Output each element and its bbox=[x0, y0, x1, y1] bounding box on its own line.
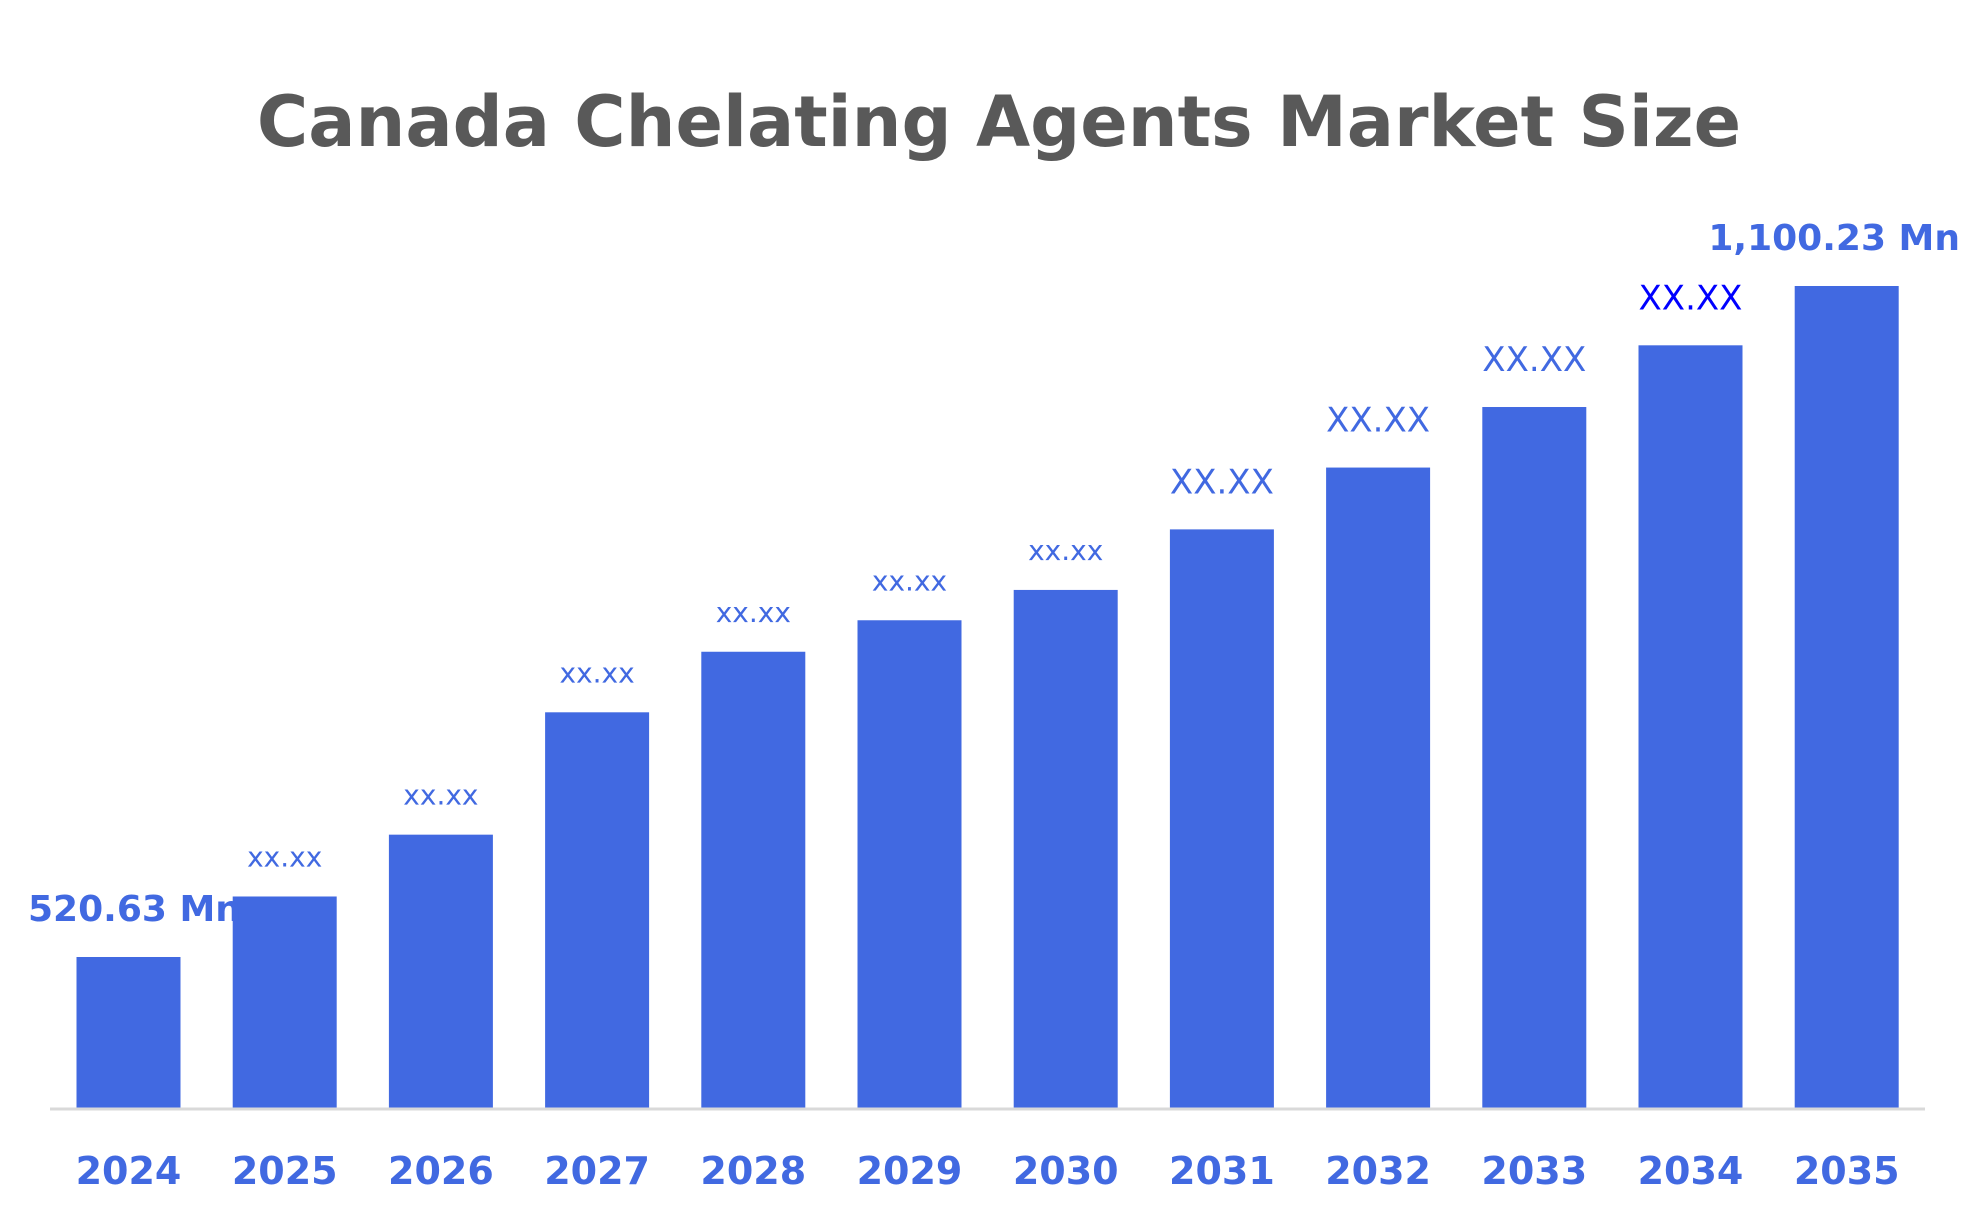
x-tick-label: 2026 bbox=[388, 1149, 494, 1193]
data-label: XX.XX bbox=[1326, 401, 1430, 441]
x-tick-label: 2035 bbox=[1794, 1149, 1900, 1193]
x-tick-label: 2031 bbox=[1169, 1149, 1275, 1193]
bar-2035 bbox=[1794, 286, 1899, 1109]
x-tick-label: 2033 bbox=[1481, 1149, 1587, 1193]
data-label: XX.XX bbox=[1639, 278, 1743, 318]
data-label: xx.xx bbox=[1028, 534, 1103, 567]
x-tick-label: 2025 bbox=[232, 1149, 338, 1193]
bar-2031 bbox=[1169, 529, 1274, 1109]
x-tick-label: 2024 bbox=[76, 1149, 182, 1193]
bar-2030 bbox=[1013, 589, 1118, 1109]
x-tick-label: 2032 bbox=[1325, 1149, 1431, 1193]
bar-2026 bbox=[388, 834, 493, 1109]
bar-2033 bbox=[1482, 407, 1587, 1109]
bar-2025 bbox=[232, 896, 337, 1109]
data-label: XX.XX bbox=[1170, 462, 1274, 502]
bar-2034 bbox=[1638, 345, 1743, 1109]
bar-2032 bbox=[1326, 467, 1431, 1110]
data-label: xx.xx bbox=[560, 656, 635, 689]
data-label: XX.XX bbox=[1482, 340, 1586, 380]
x-tick-label: 2029 bbox=[857, 1149, 963, 1193]
bar-2028 bbox=[701, 651, 806, 1109]
data-label: xx.xx bbox=[872, 564, 947, 597]
x-tick-label: 2027 bbox=[544, 1149, 650, 1193]
bar-2029 bbox=[857, 620, 962, 1109]
data-label: xx.xx bbox=[403, 779, 478, 812]
data-label: xx.xx bbox=[247, 840, 322, 873]
x-tick-label: 2030 bbox=[1013, 1149, 1119, 1193]
data-label: 1,100.23 Mn bbox=[1708, 218, 1960, 259]
data-label: xx.xx bbox=[716, 596, 791, 629]
bar-2027 bbox=[545, 712, 650, 1109]
x-tick-label: 2034 bbox=[1638, 1149, 1744, 1193]
bar-2024 bbox=[76, 957, 181, 1109]
chart-title: Canada Chelating Agents Market Size bbox=[257, 81, 1741, 163]
data-label: 520.63 Mn bbox=[28, 889, 241, 930]
x-tick-label: 2028 bbox=[700, 1149, 806, 1193]
